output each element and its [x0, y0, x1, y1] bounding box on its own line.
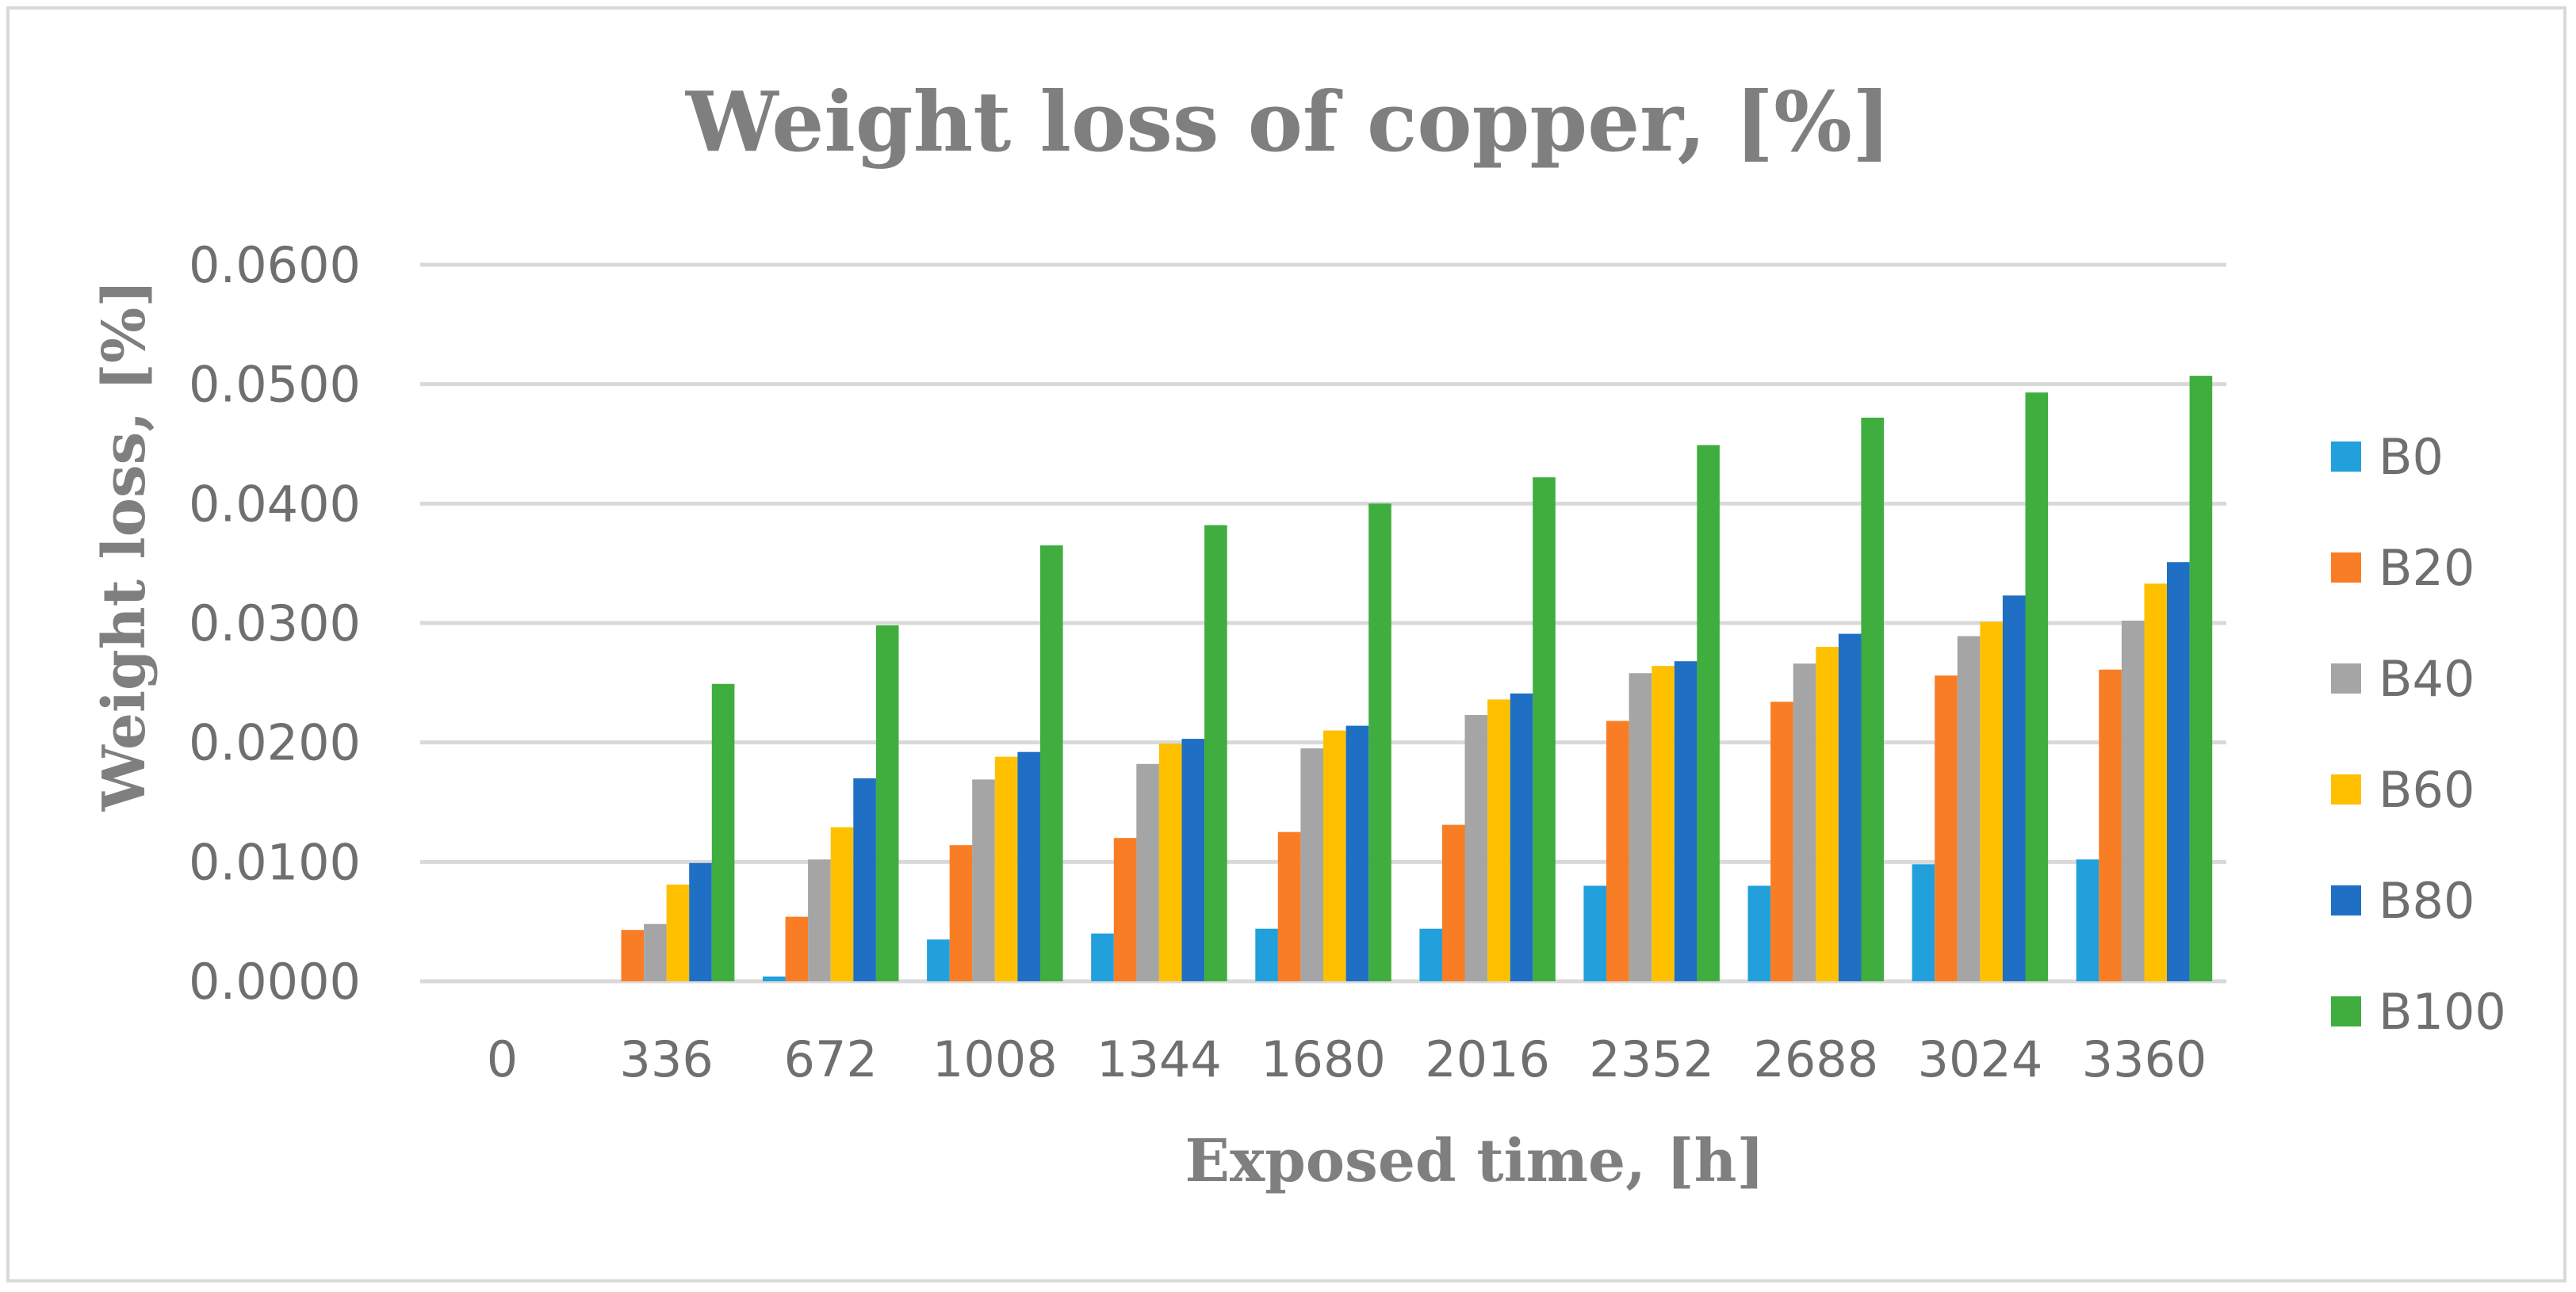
bar-B20-2016 [1441, 824, 1465, 981]
bar-B100-1344 [1204, 525, 1227, 981]
bar-B0-2688 [1747, 885, 1771, 981]
x-tick-label: 3024 [1918, 1030, 2043, 1088]
y-tick-label: 0.0300 [189, 594, 361, 652]
bar-B100-336 [711, 683, 735, 981]
bar-B0-3024 [1912, 864, 1935, 981]
bar-B20-1344 [1113, 838, 1137, 981]
bar-B40-1344 [1136, 763, 1159, 981]
bar-B40-2016 [1464, 715, 1488, 981]
bar-B60-1344 [1158, 743, 1182, 981]
bar-B20-2352 [1606, 721, 1629, 981]
bar-B80-1008 [1017, 751, 1040, 981]
x-tick-label: 336 [619, 1030, 713, 1088]
bar-B20-1008 [949, 845, 973, 981]
bar-B80-1344 [1181, 739, 1205, 981]
legend-label: B80 [2379, 872, 2475, 930]
legend: B0 B20 B40 B60 B80 B100 [2331, 428, 2506, 1041]
bar-B60-2352 [1652, 666, 1675, 981]
legend-label: B100 [2379, 983, 2506, 1041]
bar-B40-3024 [1957, 636, 1981, 981]
x-axis-ticks: 0 336 672 1008 1344 1680 2016 2352 2688 3024 3360 [487, 1030, 2207, 1088]
legend-label: B20 [2379, 539, 2475, 597]
legend-label: B40 [2379, 650, 2475, 708]
legend-swatch-B80 [2331, 885, 2361, 915]
bar-B20-3360 [2099, 669, 2122, 981]
bar-B60-2688 [1816, 647, 1839, 981]
legend-swatch-B0 [2331, 441, 2361, 472]
x-tick-label: 672 [784, 1030, 878, 1088]
bar-B0-2352 [1583, 885, 1606, 981]
bar-B40-3360 [2121, 621, 2145, 981]
bar-B80-672 [853, 778, 876, 981]
bar-B60-2016 [1487, 699, 1510, 981]
y-axis-title: Weight loss, [%] [90, 280, 159, 812]
legend-swatch-B40 [2331, 663, 2361, 694]
bar-B20-1680 [1277, 831, 1301, 981]
bar-B0-1008 [927, 939, 950, 981]
bar-B40-2352 [1629, 673, 1652, 981]
bar-B100-2016 [1533, 477, 1556, 981]
bars [621, 376, 2213, 982]
bar-B40-672 [808, 859, 831, 981]
bar-B80-2352 [1674, 661, 1698, 981]
legend-swatch-B60 [2331, 774, 2361, 805]
chart-title: Weight loss of copper, [%] [685, 73, 1891, 170]
x-tick-label: 2352 [1589, 1030, 1714, 1088]
bar-B20-2688 [1770, 701, 1793, 981]
x-tick-label: 1344 [1097, 1030, 1222, 1088]
y-tick-label: 0.0200 [189, 714, 361, 772]
bar-B0-3360 [2076, 859, 2099, 981]
bar-B20-336 [621, 930, 645, 981]
legend-label: B60 [2379, 761, 2475, 819]
bar-B60-672 [830, 827, 854, 981]
bar-B0-672 [763, 977, 786, 981]
x-tick-label: 0 [487, 1030, 518, 1088]
y-tick-label: 0.0500 [189, 356, 361, 414]
bar-B60-336 [666, 885, 690, 981]
bar-B80-3360 [2167, 562, 2190, 981]
bar-B100-3024 [2025, 392, 2049, 981]
bar-B60-1680 [1323, 730, 1346, 981]
legend-swatch-B20 [2331, 552, 2361, 583]
bar-B80-2016 [1510, 693, 1533, 981]
bar-B80-336 [689, 862, 712, 981]
bar-B0-1344 [1091, 933, 1114, 981]
bar-B0-2016 [1419, 928, 1442, 981]
bar-B40-1680 [1300, 748, 1323, 981]
x-tick-label: 1680 [1261, 1030, 1386, 1088]
bar-B40-1008 [972, 779, 995, 981]
bar-B80-3024 [2002, 595, 2026, 981]
bar-B100-1008 [1040, 545, 1063, 981]
y-tick-label: 0.0400 [189, 475, 361, 533]
bar-B0-1680 [1255, 928, 1278, 981]
bar-B80-1680 [1345, 725, 1369, 981]
bar-B100-1680 [1368, 503, 1391, 981]
bar-B20-3024 [1935, 675, 1958, 981]
legend-label: B0 [2379, 428, 2444, 486]
bar-B40-2688 [1793, 663, 1816, 981]
bar-B60-1008 [994, 756, 1018, 981]
bar-B60-3024 [1980, 621, 2003, 981]
x-tick-label: 2688 [1753, 1030, 1878, 1088]
bar-B100-2352 [1697, 445, 1720, 981]
y-axis-ticks: 0.0000 0.0100 0.0200 0.0300 0.0400 0.0500 0.06… [189, 236, 361, 1011]
y-tick-label: 0.0000 [189, 953, 361, 1011]
bar-B20-672 [785, 916, 809, 981]
x-tick-label: 1008 [932, 1030, 1058, 1088]
x-axis-title: Exposed time, [h] [1185, 1127, 1765, 1195]
y-tick-label: 0.0600 [189, 236, 361, 294]
x-tick-label: 2016 [1425, 1030, 1550, 1088]
bar-B60-3360 [2144, 583, 2168, 981]
bar-B80-2688 [1838, 633, 1862, 981]
bar-B100-2688 [1861, 417, 1884, 981]
bar-B100-3360 [2189, 376, 2213, 982]
bar-B100-672 [875, 625, 899, 981]
x-tick-label: 3360 [2082, 1030, 2207, 1088]
bar-B40-336 [644, 923, 667, 981]
y-tick-label: 0.0100 [189, 833, 361, 891]
legend-swatch-B100 [2331, 996, 2361, 1026]
